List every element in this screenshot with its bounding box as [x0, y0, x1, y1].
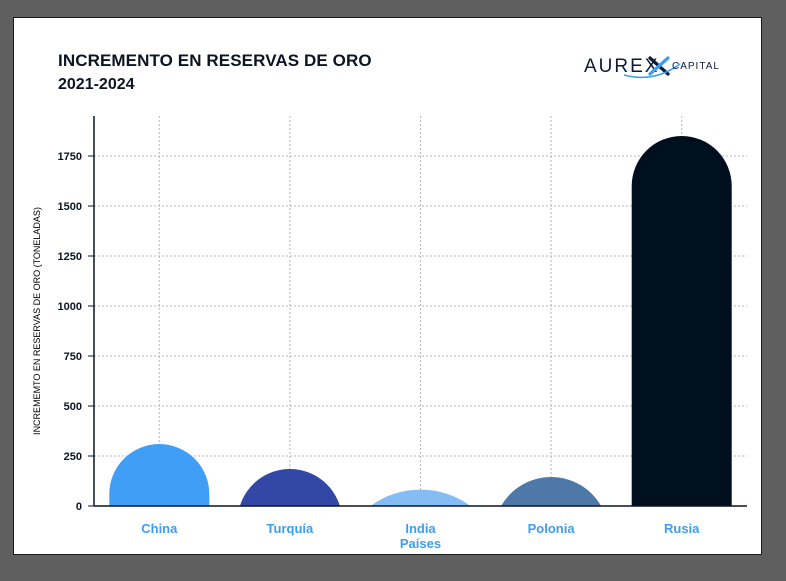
- brand-tagline: CAPITAL: [672, 61, 720, 72]
- x-tick-label: Polonia: [528, 521, 576, 536]
- bar-india: [370, 489, 471, 506]
- bar-china: [109, 444, 210, 506]
- axes: [93, 116, 747, 507]
- x-axis-label: Países: [400, 536, 441, 551]
- x-tick-label: China: [141, 521, 178, 536]
- y-tick-label: 1750: [58, 151, 82, 163]
- y-tick-label: 750: [64, 351, 82, 363]
- brand-logo: AUREX CAPITAL: [584, 56, 720, 79]
- brand-name: AUREX: [584, 56, 659, 77]
- y-tick-label: 250: [64, 451, 82, 463]
- chart-card: INCREMENTO EN RESERVAS DE ORO 2021-2024 …: [13, 17, 762, 555]
- brand-x-icon: [623, 56, 681, 79]
- x-tick-label: Rusia: [664, 521, 700, 536]
- bar-rusia: [631, 136, 732, 506]
- y-axis-label: INCREMEMTO EN RESERVAS DE ORO (TONELADAS…: [32, 207, 42, 435]
- tick-labels: 0 250 500 750 1000 1250 1500 1750 China Turquía In…: [58, 151, 701, 536]
- y-tick-label: 1250: [58, 251, 82, 263]
- y-tick-label: 500: [64, 401, 82, 413]
- x-tick-label: India: [405, 521, 436, 536]
- bar-turquía: [239, 468, 340, 506]
- y-tick-label: 1000: [58, 301, 82, 313]
- chart-subtitle: 2021-2024: [58, 76, 135, 93]
- x-tick-label: Turquía: [267, 521, 314, 536]
- chart-title: INCREMENTO EN RESERVAS DE ORO: [58, 51, 372, 70]
- bar-polonia: [501, 477, 602, 506]
- y-tick-label: 0: [76, 501, 82, 513]
- bars: [109, 136, 732, 506]
- bar-chart: 0 250 500 750 1000 1250 1500 1750 China Turquía In…: [32, 116, 747, 551]
- y-tick-label: 1500: [58, 201, 82, 213]
